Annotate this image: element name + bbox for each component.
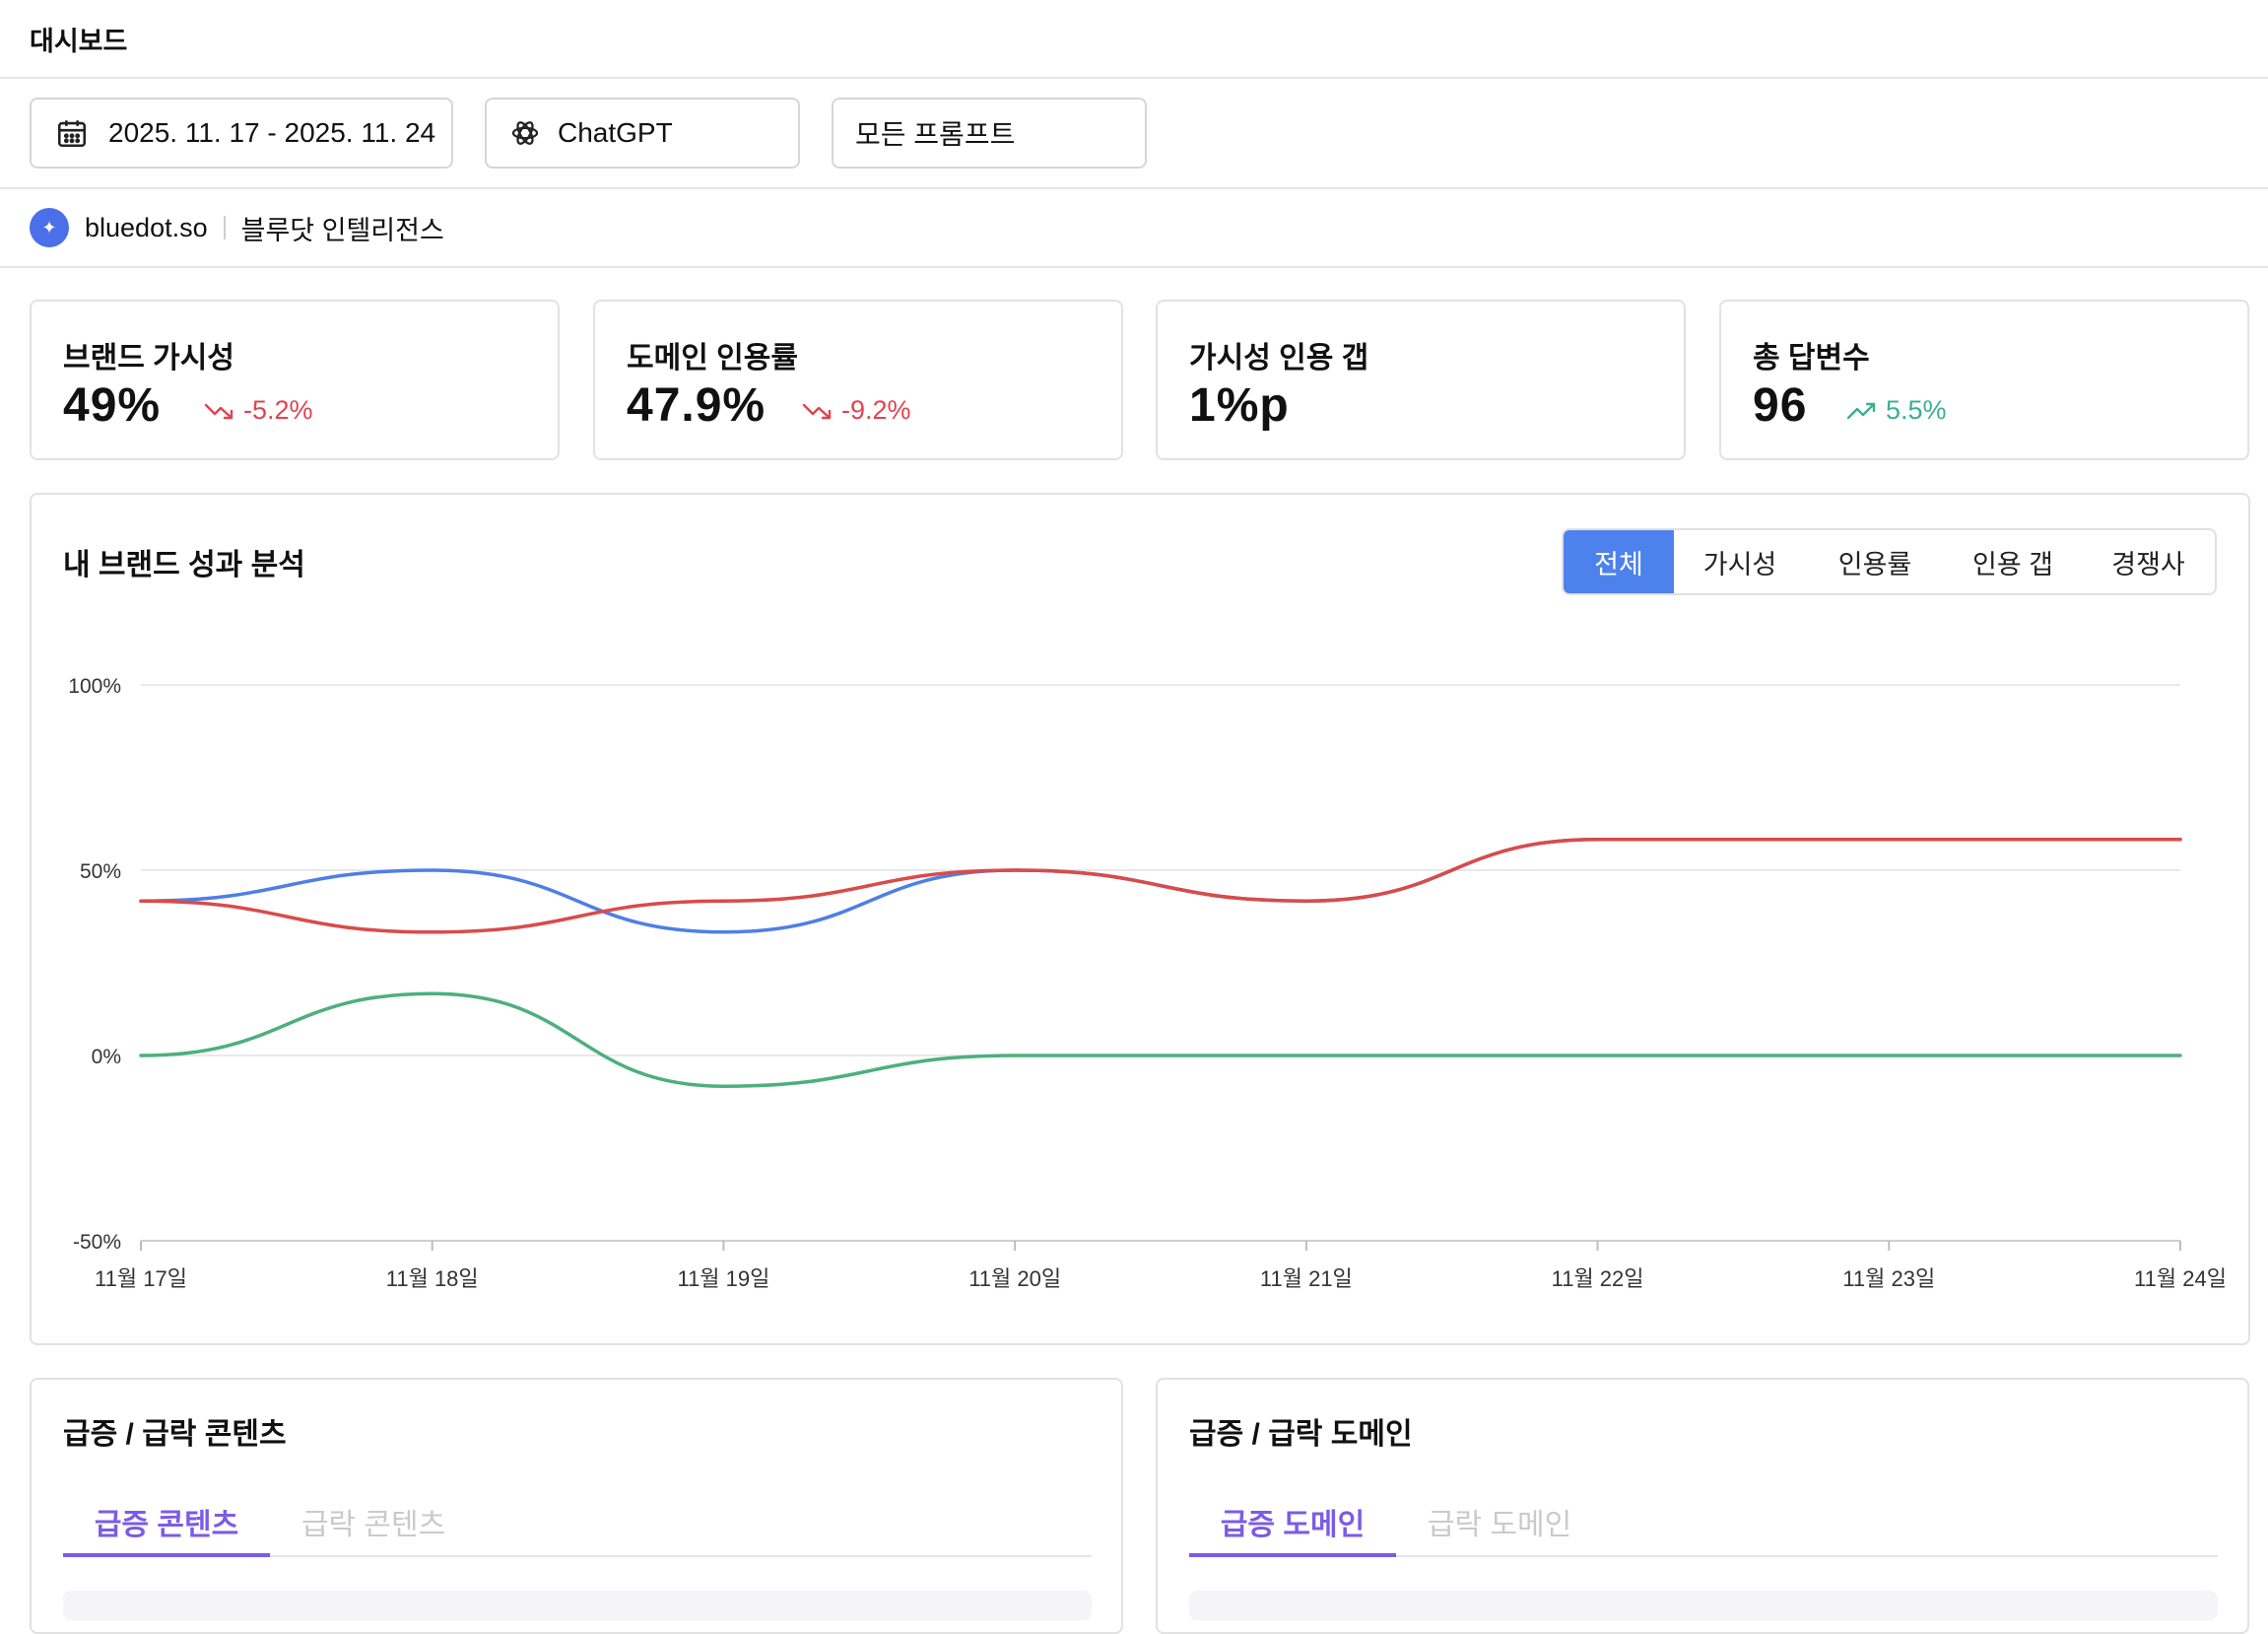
model-selector[interactable]: ChatGPT xyxy=(485,98,800,169)
kpi-value: 1%p xyxy=(1189,379,1290,432)
kpi-delta: -5.2% xyxy=(204,395,313,426)
tab-drop-domain[interactable]: 급락 도메인 xyxy=(1427,1509,1572,1541)
page-header: 대시보드 xyxy=(0,0,2268,79)
performance-tabs: 전체 가시성 인용률 인용 갭 경쟁사 xyxy=(1562,528,2217,595)
divider xyxy=(223,216,226,239)
y-tick-label: -50% xyxy=(73,1231,121,1254)
prompt-selector[interactable]: 모든 프롬프트 xyxy=(832,98,1147,169)
x-tick-label: 11월 22일 xyxy=(1552,1266,1644,1291)
kpi-card-domain-citation: 도메인 인용률 47.9% -9.2% xyxy=(593,300,1123,460)
brand-name: 블루닷 인텔리전스 xyxy=(240,215,444,245)
kpi-card-visibility-citation-gap: 가시성 인용 갭 1%p xyxy=(1156,300,1686,460)
x-tick-label: 11월 24일 xyxy=(2134,1266,2227,1291)
date-range-picker[interactable]: 2025. 11. 17 - 2025. 11. 24 xyxy=(30,98,453,169)
domain-tabs: 급증 도메인 급락 도메인 xyxy=(1189,1488,2218,1557)
list-item xyxy=(63,1591,1092,1620)
domain-surge-panel: 급증 / 급락 도메인 급증 도메인 급락 도메인 xyxy=(1156,1378,2249,1634)
brand-avatar: ✦ xyxy=(30,208,69,247)
calendar-icon xyxy=(55,116,89,150)
section-title: 급증 / 급락 콘텐츠 xyxy=(63,1418,287,1451)
y-tick-label: 50% xyxy=(80,860,121,883)
kpi-delta-value: -5.2% xyxy=(243,395,313,425)
trend-down-icon xyxy=(204,403,233,419)
kpi-title: 브랜드 가시성 xyxy=(63,342,234,374)
kpi-value: 49% xyxy=(63,379,162,432)
page-title: 대시보드 xyxy=(30,26,128,56)
section-title: 급증 / 급락 도메인 xyxy=(1189,1418,1413,1451)
kpi-card-brand-visibility: 브랜드 가시성 49% -5.2% xyxy=(30,300,560,460)
tab-all[interactable]: 전체 xyxy=(1564,530,1674,593)
x-tick-label: 11월 18일 xyxy=(386,1266,479,1291)
sparkle-icon: ✦ xyxy=(41,217,57,238)
kpi-delta-value: 5.5% xyxy=(1886,395,1947,425)
x-tick-label: 11월 21일 xyxy=(1260,1266,1353,1291)
trend-down-icon xyxy=(802,403,832,419)
kpi-title: 도메인 인용률 xyxy=(627,342,798,374)
kpi-delta-value: -9.2% xyxy=(841,395,911,425)
section-title: 내 브랜드 성과 분석 xyxy=(63,549,305,581)
tab-surge-domain[interactable]: 급증 도메인 xyxy=(1189,1488,1396,1557)
kpi-title: 총 답변수 xyxy=(1753,342,1870,374)
tab-visibility[interactable]: 가시성 xyxy=(1702,549,1777,579)
content-tabs: 급증 콘텐츠 급락 콘텐츠 xyxy=(63,1488,1092,1557)
y-tick-label: 0% xyxy=(92,1046,121,1068)
x-tick-label: 11월 17일 xyxy=(95,1266,187,1291)
kpi-title: 가시성 인용 갭 xyxy=(1189,342,1369,374)
kpi-value: 47.9% xyxy=(627,379,767,432)
brand-domain: bluedot.so xyxy=(85,212,208,242)
x-tick-label: 11월 20일 xyxy=(968,1266,1061,1291)
performance-line-chart: 100% 50% 0% -50% 11월 17일 11월 18일 11월 19일 11월 20… xyxy=(68,675,2227,1291)
x-tick-label: 11월 19일 xyxy=(677,1266,769,1291)
tab-competitors[interactable]: 경쟁사 xyxy=(2111,549,2185,579)
filter-bar: 2025. 11. 17 - 2025. 11. 24 ChatGPT 모든 프… xyxy=(0,79,2268,189)
model-value: ChatGPT xyxy=(558,117,673,148)
x-tick-label: 11월 23일 xyxy=(1842,1266,1935,1291)
trend-up-icon xyxy=(1846,402,1876,419)
series-line-2 xyxy=(139,991,2182,1088)
performance-panel: 내 브랜드 성과 분석 전체 가시성 인용률 인용 갭 경쟁사 100% 50% 0… xyxy=(30,493,2250,1345)
tab-citation-gap[interactable]: 인용 갭 xyxy=(1971,549,2054,579)
tab-citation-rate[interactable]: 인용률 xyxy=(1837,549,1912,579)
openai-icon xyxy=(508,116,542,150)
tab-drop-content[interactable]: 급락 콘텐츠 xyxy=(300,1509,446,1541)
prompt-value: 모든 프롬프트 xyxy=(855,119,1016,150)
content-surge-panel: 급증 / 급락 콘텐츠 급증 콘텐츠 급락 콘텐츠 xyxy=(30,1378,1123,1634)
series-line-1 xyxy=(139,838,2182,934)
y-tick-label: 100% xyxy=(68,675,121,698)
kpi-delta: -9.2% xyxy=(802,395,911,426)
brand-bar: ✦ bluedot.so 블루닷 인텔리전스 xyxy=(0,189,2268,268)
tab-surge-content[interactable]: 급증 콘텐츠 xyxy=(63,1488,270,1557)
date-range-value: 2025. 11. 17 - 2025. 11. 24 xyxy=(108,117,436,148)
kpi-card-total-answers: 총 답변수 96 5.5% xyxy=(1719,300,2249,460)
kpi-delta: 5.5% xyxy=(1846,395,1947,426)
kpi-value: 96 xyxy=(1753,379,1808,432)
list-item xyxy=(1189,1591,2218,1620)
